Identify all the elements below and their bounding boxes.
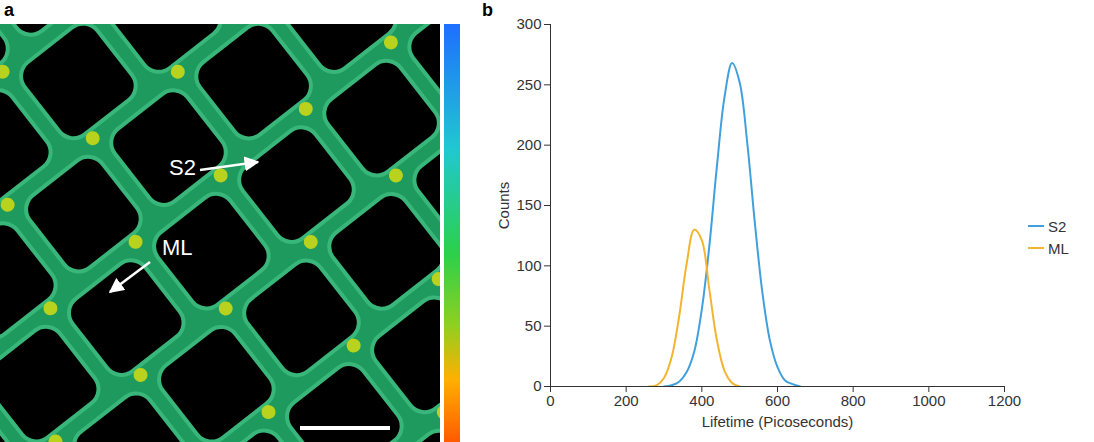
svg-text:0: 0: [533, 377, 541, 394]
svg-text:1200: 1200: [988, 392, 1021, 409]
html-text:ML: ML: [1048, 239, 1069, 257]
svg-text:Counts: Counts: [495, 182, 512, 230]
svg-text:400: 400: [689, 392, 714, 409]
svg-text:600: 600: [765, 392, 790, 409]
svg-text:ML: ML: [162, 235, 193, 260]
svg-text:150: 150: [516, 196, 541, 213]
svg-text:100: 100: [516, 257, 541, 274]
svg-text:Lifetime (Picoseconds): Lifetime (Picoseconds): [702, 413, 854, 430]
html-text:S2: S2: [1048, 217, 1067, 235]
html-text:a: a: [4, 0, 14, 20]
svg-text:300: 300: [516, 15, 541, 32]
html-text:b: b: [482, 0, 493, 20]
svg-text:200: 200: [614, 392, 639, 409]
svg-text:S2: S2: [169, 155, 196, 180]
svg-text:250: 250: [516, 76, 541, 93]
svg-text:50: 50: [525, 317, 542, 334]
svg-text:800: 800: [841, 392, 866, 409]
svg-text:200: 200: [516, 136, 541, 153]
svg-text:1000: 1000: [912, 392, 945, 409]
svg-text:0: 0: [546, 392, 554, 409]
